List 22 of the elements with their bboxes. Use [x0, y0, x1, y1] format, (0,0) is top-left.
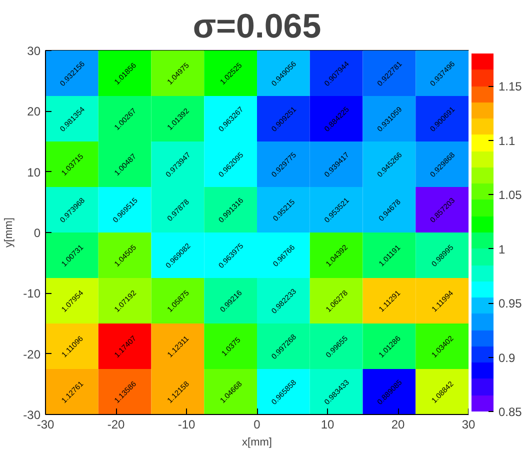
color-bar-label: 1.05 [498, 188, 522, 202]
y-tick-label: 10 [27, 165, 41, 180]
y-axis-title: y[mm] [3, 218, 16, 248]
color-bar-label: 1.1 [498, 134, 516, 148]
y-tick-label: -10 [23, 286, 41, 301]
color-bar-label: 0.9 [498, 350, 516, 365]
y-tick-label: 0 [34, 226, 41, 240]
color-bar-label: 1.15 [498, 80, 522, 94]
y-tick-label: 30 [27, 44, 41, 58]
y-tick-label: -20 [23, 347, 41, 362]
color-bar-label: 0.95 [498, 296, 522, 311]
y-tick-label: 20 [27, 104, 41, 119]
x-axis-title: x[mm] [242, 436, 272, 448]
x-tick-label: 20 [391, 418, 405, 432]
chart-title: σ=0.065 [192, 8, 322, 46]
x-tick-label: -20 [107, 418, 125, 432]
x-tick-label: 10 [320, 418, 334, 432]
color-bar-label: 0.85 [498, 405, 522, 419]
x-tick-label: 30 [462, 418, 476, 432]
x-tick-label: 0 [254, 418, 261, 432]
color-bar-label: 1 [498, 242, 506, 256]
x-tick-label: -10 [178, 418, 196, 432]
